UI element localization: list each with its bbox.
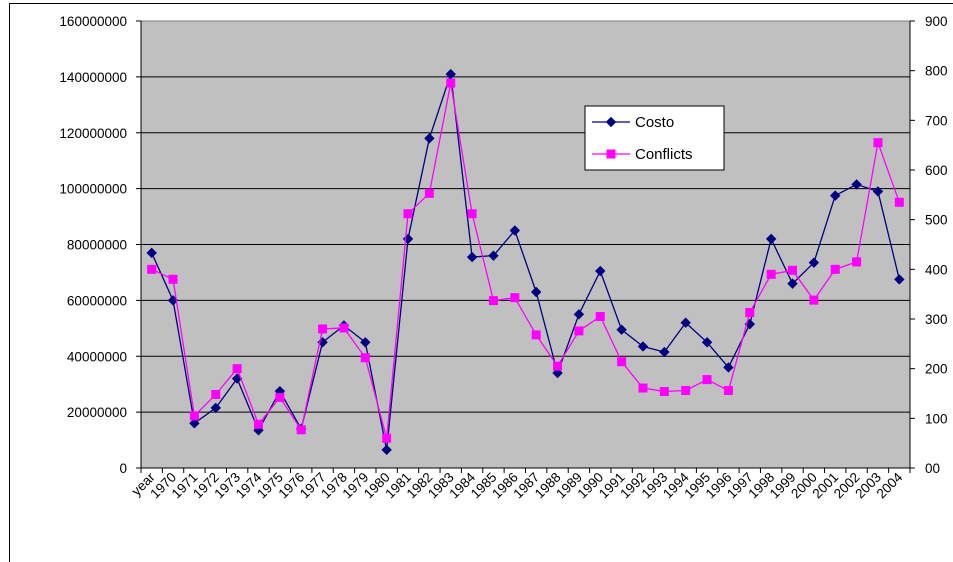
left-tick-label: 60000000 <box>67 293 127 308</box>
data-point-costo <box>872 186 884 197</box>
right-axis-ticks: 00 100 200 300 400 500 600 700 800 900 <box>910 14 948 476</box>
right-tick-label: 00 <box>925 461 940 476</box>
data-point-conflicts <box>702 375 712 385</box>
left-tick-label: 100000000 <box>59 182 127 197</box>
data-point-conflicts <box>595 312 605 322</box>
data-point-costo <box>595 265 606 277</box>
data-point-costo <box>573 309 585 320</box>
data-point-conflicts <box>574 326 584 336</box>
left-tick-label: 20000000 <box>67 405 127 420</box>
left-tick-label: 120000000 <box>59 126 127 141</box>
data-point-costo <box>360 337 371 348</box>
data-point-costo <box>787 278 798 289</box>
left-tick-label: 40000000 <box>67 349 127 364</box>
data-point-costo <box>637 341 649 352</box>
x-axis-ticks: year197019711972197319741975197619771978… <box>129 468 911 501</box>
data-point-costo <box>659 346 670 358</box>
data-point-costo <box>509 225 521 236</box>
left-tick-label: 140000000 <box>59 70 127 85</box>
left-tick-label: 160000000 <box>59 14 127 29</box>
data-point-conflicts <box>446 78 456 88</box>
right-tick-label: 500 <box>925 213 948 228</box>
data-point-conflicts <box>275 392 285 402</box>
right-tick-label: 400 <box>925 262 948 277</box>
right-tick-label: 100 <box>925 411 948 426</box>
data-point-costo <box>680 317 691 328</box>
data-point-conflicts <box>403 209 413 219</box>
data-point-costo <box>894 274 905 285</box>
data-point-conflicts <box>723 386 733 396</box>
data-point-conflicts <box>852 257 862 267</box>
series-group <box>146 68 905 456</box>
data-point-costo <box>808 257 820 268</box>
left-axis-ticks: 0 20000000 40000000 60000000 80000000 1000000… <box>59 14 141 476</box>
data-point-conflicts <box>189 411 199 421</box>
data-point-costo <box>530 286 542 298</box>
right-tick-label: 600 <box>925 163 948 178</box>
data-point-costo <box>466 251 478 263</box>
data-point-conflicts <box>617 357 627 367</box>
right-tick-label: 900 <box>925 14 948 29</box>
data-point-costo <box>701 337 713 348</box>
data-point-conflicts <box>766 269 776 279</box>
left-tick-label: 0 <box>119 461 127 476</box>
data-point-costo <box>616 324 627 335</box>
data-point-conflicts <box>894 197 904 207</box>
data-point-conflicts <box>638 383 648 393</box>
data-point-costo <box>830 190 841 201</box>
data-point-conflicts <box>211 389 221 399</box>
data-point-costo <box>488 250 499 261</box>
data-point-conflicts <box>232 364 242 374</box>
legend-label-conflicts: Conflicts <box>635 146 693 163</box>
legend-marker-costo <box>605 116 617 128</box>
data-point-costo <box>189 418 200 429</box>
data-point-conflicts <box>745 308 755 318</box>
data-point-costo <box>146 247 157 259</box>
data-point-conflicts <box>510 293 520 303</box>
data-point-conflicts <box>424 188 434 198</box>
data-point-conflicts <box>873 138 883 148</box>
legend-label-costo: Costo <box>635 114 674 131</box>
data-point-costo <box>552 367 563 379</box>
left-tick-label: 80000000 <box>67 238 127 253</box>
data-point-costo <box>381 444 392 456</box>
data-point-conflicts <box>659 387 669 397</box>
data-point-conflicts <box>467 209 477 219</box>
legend-marker-conflicts <box>606 149 616 159</box>
right-tick-label: 700 <box>925 113 948 128</box>
right-tick-label: 300 <box>925 312 948 327</box>
right-tick-label: 800 <box>925 64 948 79</box>
chart-area <box>9 3 953 562</box>
data-point-costo <box>424 133 435 144</box>
data-point-costo <box>445 68 456 80</box>
data-point-costo <box>723 362 734 373</box>
data-point-conflicts <box>360 353 370 363</box>
data-point-conflicts <box>531 330 541 340</box>
data-point-conflicts <box>318 324 328 334</box>
x-tick-label: 2004 <box>874 469 906 501</box>
data-point-conflicts <box>168 274 178 284</box>
legend-box <box>584 105 725 171</box>
data-point-conflicts <box>553 361 563 371</box>
data-point-conflicts <box>296 425 306 435</box>
data-point-conflicts <box>809 295 819 305</box>
gridlines <box>141 76 910 413</box>
data-point-costo <box>210 402 221 414</box>
data-point-conflicts <box>681 386 691 396</box>
legend: Costo Conflicts <box>584 105 725 171</box>
data-point-conflicts <box>147 264 157 274</box>
data-point-conflicts <box>339 323 349 333</box>
data-point-conflicts <box>382 433 392 443</box>
data-point-conflicts <box>788 265 798 275</box>
right-tick-label: 200 <box>925 362 948 377</box>
data-point-costo <box>851 179 862 190</box>
data-point-conflicts <box>830 264 840 274</box>
data-point-conflicts <box>488 296 498 306</box>
data-point-costo <box>765 233 777 245</box>
data-point-conflicts <box>253 419 263 429</box>
